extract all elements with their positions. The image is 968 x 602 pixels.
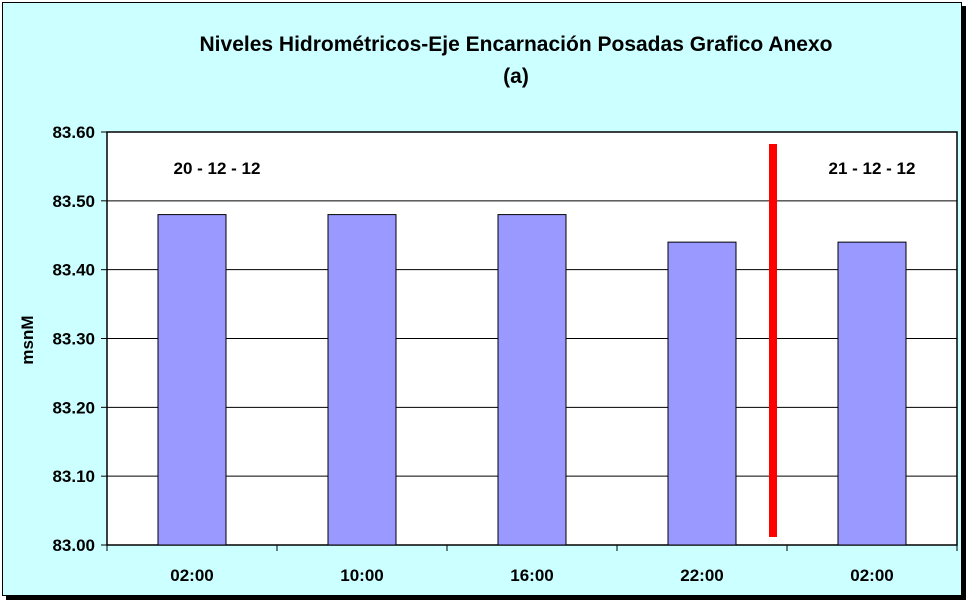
y-tick-label: 83.20: [52, 398, 95, 417]
y-axis-label: msnM: [18, 315, 37, 364]
bar-chart: Niveles Hidrométricos-Eje Encarnación Po…: [18, 33, 958, 585]
x-tick-label: 02:00: [850, 566, 893, 585]
date-separator-line: [769, 144, 777, 537]
bar: [667, 241, 737, 546]
x-tick-labels: 02:00 10:00 16:00 22:00 02:00: [106, 545, 958, 585]
x-tick-label: 10:00: [340, 566, 383, 585]
y-tick-label: 83.30: [52, 330, 95, 349]
date-label-second: 21 - 12 - 12: [829, 159, 916, 178]
date-label-first: 20 - 12 - 12: [174, 159, 261, 178]
x-tick-label: 22:00: [680, 566, 723, 585]
bar: [497, 214, 567, 546]
bar: [157, 214, 227, 546]
y-tick-label: 83.10: [52, 467, 95, 486]
y-tick-label: 83.60: [52, 123, 95, 142]
chart-area: Niveles Hidrométricos-Eje Encarnación Po…: [2, 2, 962, 596]
y-tick-label: 83.50: [52, 192, 95, 211]
bars: [157, 214, 907, 546]
y-tick-label: 83.40: [52, 261, 95, 280]
bar: [837, 241, 907, 546]
chart-subtitle: (a): [503, 65, 529, 88]
x-tick-label: 02:00: [170, 566, 213, 585]
y-tick-labels: 83.00 83.10 83.20 83.30 83.40 83.50 83.60: [52, 123, 107, 555]
chart-title: Niveles Hidrométricos-Eje Encarnación Po…: [200, 33, 833, 56]
x-tick-label: 16:00: [510, 566, 553, 585]
y-tick-label: 83.00: [52, 536, 95, 555]
bar: [327, 214, 397, 546]
